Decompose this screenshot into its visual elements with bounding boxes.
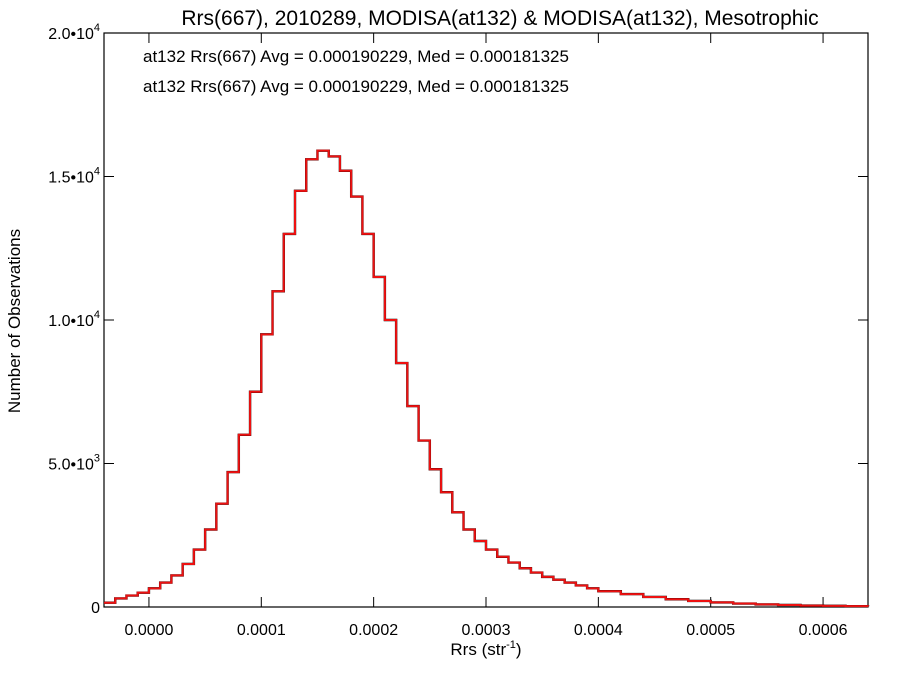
- y-axis-label: Number of Observations: [5, 229, 24, 413]
- x-axis-label-sup: -1: [506, 639, 516, 651]
- y-tick-label-exponent: 4: [94, 309, 100, 321]
- y-tick-label-exponent: 4: [94, 166, 100, 178]
- y-tick-label: 0: [91, 600, 100, 617]
- y-tick-label-mantissa: 5.0•10: [48, 457, 94, 474]
- x-tick-label: 0.0006: [799, 622, 848, 639]
- x-tick-label: 0.0002: [349, 622, 398, 639]
- series-line-red: [104, 149, 869, 608]
- plot-border: [103, 32, 869, 608]
- series-layer: [104, 149, 870, 608]
- y-tick-label-mantissa: 1.5•10: [48, 170, 94, 187]
- chart-title: Rrs(667), 2010289, MODISA(at132) & MODIS…: [181, 7, 818, 30]
- x-tick-label: 0.0005: [686, 622, 735, 639]
- plot-frame: [103, 32, 869, 608]
- annotation-black: at132 Rrs(667) Avg = 0.000190229, Med = …: [143, 47, 569, 66]
- y-tick-label: 5.0•103: [48, 453, 100, 474]
- y-tick-label-mantissa: 1.0•10: [48, 313, 94, 330]
- series-line-black: [104, 149, 870, 608]
- y-tick-label-mantissa: 2.0•10: [48, 26, 94, 43]
- annotation-red: at132 Rrs(667) Avg = 0.000190229, Med = …: [143, 77, 569, 96]
- y-tick-label-mantissa: 0: [91, 600, 100, 617]
- y-tick-label: 1.0•104: [48, 309, 100, 330]
- y-tick-label-exponent: 3: [94, 453, 100, 465]
- x-tick-label: 0.0003: [462, 622, 511, 639]
- x-axis-label: Rrs (str-1): [450, 639, 521, 659]
- x-axis-ticks: 0.0000 0.0001 0.0002 0.0003 0.0004 0.0005 0.00…: [124, 33, 848, 639]
- x-axis-label-main: Rrs (str: [450, 640, 506, 659]
- x-tick-label: 0.0001: [237, 622, 286, 639]
- y-tick-label-exponent: 4: [94, 22, 100, 34]
- x-tick-label: 0.0004: [574, 622, 623, 639]
- y-tick-label: 2.0•104: [48, 22, 100, 43]
- y-tick-label: 1.5•104: [48, 166, 100, 187]
- x-axis-label-close: ): [516, 640, 522, 659]
- x-tick-label: 0.0000: [124, 622, 173, 639]
